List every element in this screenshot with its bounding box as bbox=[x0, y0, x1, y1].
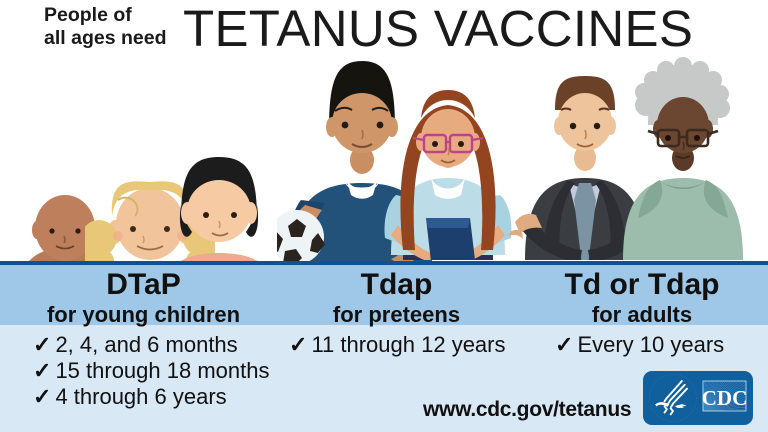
svg-text:CDC: CDC bbox=[702, 386, 748, 410]
